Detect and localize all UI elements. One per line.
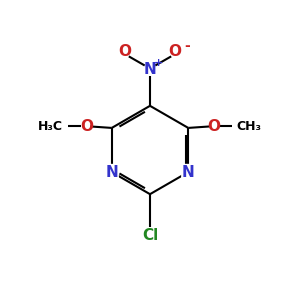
Text: Cl: Cl	[142, 228, 158, 243]
Text: O: O	[207, 119, 220, 134]
Text: O: O	[118, 44, 131, 59]
Text: N: N	[144, 61, 156, 76]
Text: CH₃: CH₃	[237, 120, 262, 133]
Text: N: N	[105, 165, 118, 180]
Text: O: O	[80, 119, 93, 134]
Text: N: N	[182, 165, 195, 180]
Text: O: O	[169, 44, 182, 59]
Text: -: -	[184, 39, 190, 53]
Text: +: +	[154, 58, 164, 68]
Text: H₃C: H₃C	[38, 120, 63, 133]
